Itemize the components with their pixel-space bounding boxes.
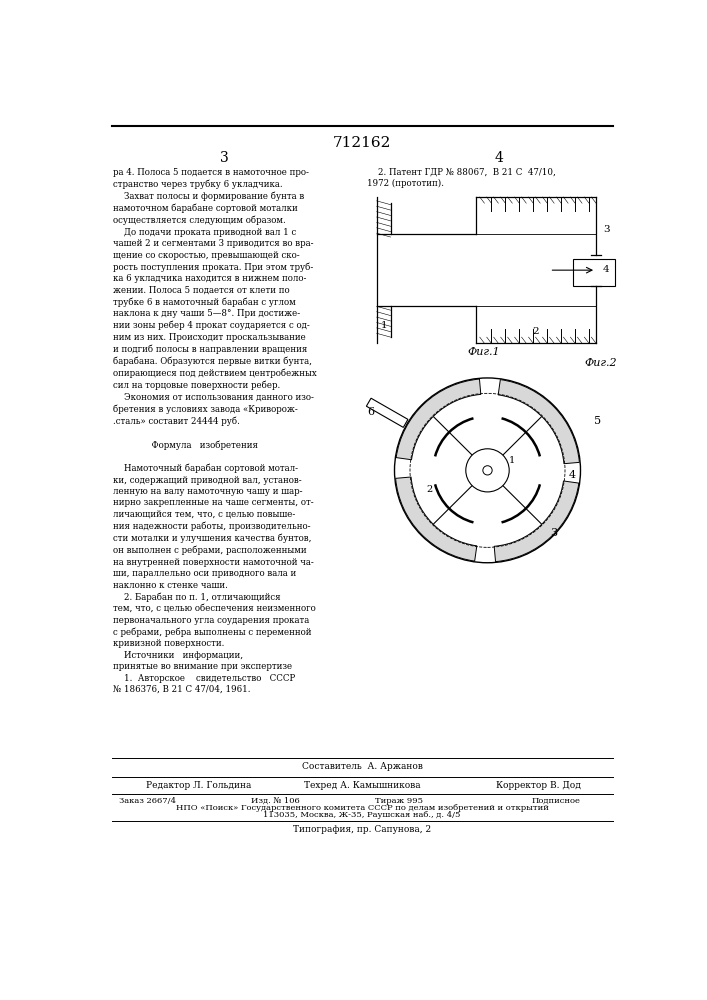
- Text: 3: 3: [603, 225, 609, 234]
- Text: 3: 3: [220, 151, 228, 165]
- Text: 4: 4: [495, 151, 503, 165]
- Text: Заказ 2667/4: Заказ 2667/4: [119, 797, 176, 805]
- Text: 2: 2: [532, 327, 539, 336]
- Text: ра 4. Полоса 5 подается в намоточное про-
странство через трубку 6 укладчика.
  : ра 4. Полоса 5 подается в намоточное про…: [113, 168, 317, 694]
- Circle shape: [395, 378, 580, 563]
- Text: Корректор В. Дод: Корректор В. Дод: [496, 781, 580, 790]
- Text: 1: 1: [509, 456, 515, 465]
- Text: 3: 3: [550, 528, 557, 538]
- Circle shape: [483, 466, 492, 475]
- Text: 712162: 712162: [333, 136, 391, 150]
- Text: Фиг.1: Фиг.1: [467, 347, 500, 357]
- Text: 1: 1: [380, 321, 387, 330]
- Text: Техред А. Камышникова: Техред А. Камышникова: [303, 781, 420, 790]
- Text: 4: 4: [569, 470, 576, 480]
- Text: Подписное: Подписное: [532, 797, 580, 805]
- Bar: [573, 259, 615, 286]
- Text: 6: 6: [368, 407, 375, 417]
- Text: Изд. № 106: Изд. № 106: [251, 797, 300, 805]
- Text: 4: 4: [603, 265, 609, 274]
- Text: Составитель  А. Аржанов: Составитель А. Аржанов: [301, 762, 422, 771]
- Wedge shape: [396, 477, 477, 561]
- Wedge shape: [494, 481, 579, 562]
- Wedge shape: [396, 379, 481, 460]
- Text: Фиг.2: Фиг.2: [585, 358, 617, 368]
- Text: 5: 5: [594, 416, 601, 426]
- Text: 2. Патент ГДР № 88067,  В 21 С  47/10,
1972 (прототип).: 2. Патент ГДР № 88067, В 21 С 47/10, 197…: [368, 168, 556, 188]
- Polygon shape: [366, 398, 408, 427]
- Text: НПО «Поиск» Государственного комитета СССР по делам изобретений и открытий: НПО «Поиск» Государственного комитета СС…: [175, 804, 549, 812]
- Text: 2: 2: [426, 485, 433, 494]
- Circle shape: [466, 449, 509, 492]
- Text: Типография, пр. Сапунова, 2: Типография, пр. Сапунова, 2: [293, 825, 431, 834]
- Text: 113035, Москва, Ж-35, Раушская наб., д. 4/5: 113035, Москва, Ж-35, Раушская наб., д. …: [263, 811, 461, 819]
- Text: Тираж 995: Тираж 995: [375, 797, 423, 805]
- Text: Редактор Л. Гольдина: Редактор Л. Гольдина: [146, 781, 252, 790]
- Wedge shape: [498, 380, 579, 464]
